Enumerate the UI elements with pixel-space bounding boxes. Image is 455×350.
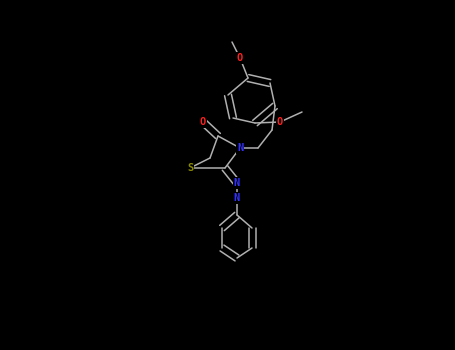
Text: O: O xyxy=(237,53,243,63)
Text: O: O xyxy=(277,117,283,127)
Text: O: O xyxy=(200,117,206,127)
Text: N: N xyxy=(234,193,240,203)
Text: S: S xyxy=(187,163,193,173)
Text: N: N xyxy=(237,143,243,153)
Text: N: N xyxy=(234,178,240,188)
